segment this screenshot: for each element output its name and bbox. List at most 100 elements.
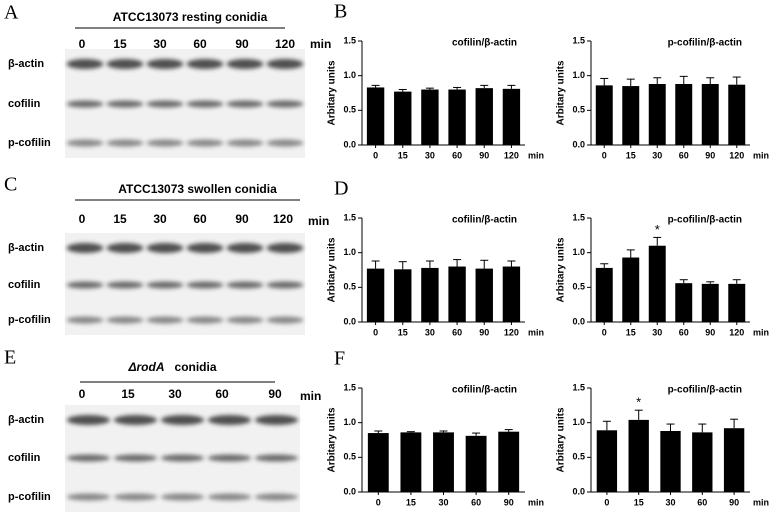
bar [366, 87, 385, 145]
x-unit-label: min [528, 327, 544, 337]
x-tick-label: 0 [373, 327, 378, 337]
band [207, 454, 252, 462]
y-tick-label: 0.5 [572, 452, 585, 462]
chart-title: p-cofilin/β-actin [668, 215, 742, 226]
band [66, 59, 104, 69]
x-tick-label: 120 [729, 327, 744, 337]
bar [622, 257, 640, 322]
x-tick-label: 0 [604, 497, 609, 507]
x-tick-label: 30 [652, 150, 662, 160]
y-tick-label: 1.0 [572, 70, 585, 80]
panel-label: F [334, 348, 345, 370]
chart-title: p-cofilin/β-actin [668, 385, 742, 396]
bar [723, 428, 745, 492]
unit-label: min [310, 37, 331, 51]
bar [502, 266, 521, 322]
band [66, 100, 104, 108]
lane-label: 0 [79, 212, 86, 226]
x-tick-label: 120 [504, 327, 519, 337]
band [207, 493, 252, 501]
band [266, 100, 304, 108]
bar [475, 88, 493, 145]
band [266, 59, 304, 69]
band [226, 139, 264, 147]
y-tick-label: 0.0 [572, 486, 585, 496]
x-tick-label: 15 [398, 150, 408, 160]
band [66, 281, 104, 289]
y-axis-label: Arbitary units [327, 407, 338, 472]
panel-label: C [4, 174, 17, 196]
band [106, 281, 144, 289]
band [146, 243, 184, 253]
panel-label: E [4, 347, 16, 369]
lane-label: 30 [168, 387, 182, 401]
x-tick-label: 60 [452, 327, 462, 337]
band [66, 454, 111, 462]
y-tick-label: 0.5 [572, 282, 585, 292]
bar [692, 432, 713, 492]
bar [701, 83, 719, 145]
band [113, 415, 158, 425]
bar [675, 83, 693, 145]
x-tick-label: 0 [602, 327, 607, 337]
unit-label: min [308, 214, 329, 228]
x-unit-label: min [753, 497, 769, 507]
y-tick-label: 0.0 [343, 316, 356, 326]
bar [648, 245, 666, 322]
unit-label: min [300, 389, 321, 403]
y-tick-label: 1.5 [572, 212, 585, 222]
bar [475, 268, 493, 322]
bar [502, 88, 521, 145]
band [207, 415, 252, 425]
band [186, 139, 224, 147]
x-tick-label: 15 [626, 150, 636, 160]
band [146, 59, 184, 69]
bar [394, 91, 412, 145]
x-tick-label: 15 [406, 497, 416, 507]
bar [433, 432, 454, 492]
x-tick-label: 0 [376, 497, 381, 507]
row-label: cofilin [8, 279, 41, 291]
bar [465, 435, 487, 492]
y-tick-label: 1.0 [343, 417, 356, 427]
bar [675, 283, 693, 322]
band [113, 493, 158, 501]
chart-title: cofilin/β-actin [452, 38, 517, 49]
x-tick-label: 90 [705, 150, 715, 160]
bar [595, 85, 613, 145]
band [186, 59, 224, 69]
y-tick-label: 1.0 [343, 70, 356, 80]
bar [421, 89, 439, 145]
x-tick-label: 90 [479, 150, 489, 160]
y-tick-label: 1.5 [343, 35, 356, 45]
row-label: β-actin [8, 414, 44, 426]
x-tick-label: 30 [425, 150, 435, 160]
chart-title: cofilin/β-actin [452, 385, 517, 396]
band [226, 243, 264, 253]
x-tick-label: 60 [471, 497, 481, 507]
bar [728, 84, 746, 145]
band [186, 100, 224, 108]
band [146, 316, 184, 324]
band [66, 139, 104, 147]
y-tick-label: 0.5 [343, 105, 356, 115]
x-tick-label: 60 [679, 150, 689, 160]
bar [448, 89, 466, 145]
row-label: p-cofilin [8, 137, 51, 149]
band [66, 243, 104, 253]
x-tick-label: 90 [504, 497, 514, 507]
x-tick-label: 60 [679, 327, 689, 337]
x-tick-label: 120 [504, 150, 519, 160]
band [186, 281, 224, 289]
blot-header: ΔrodA conidia [127, 360, 216, 374]
band [160, 454, 205, 462]
x-tick-label: 90 [479, 327, 489, 337]
bar [400, 432, 422, 492]
x-tick-label: 15 [398, 327, 408, 337]
bar [367, 433, 389, 492]
panel-label: D [334, 178, 348, 200]
y-tick-label: 0.0 [343, 486, 356, 496]
x-unit-label: min [753, 150, 769, 160]
band [254, 415, 299, 425]
